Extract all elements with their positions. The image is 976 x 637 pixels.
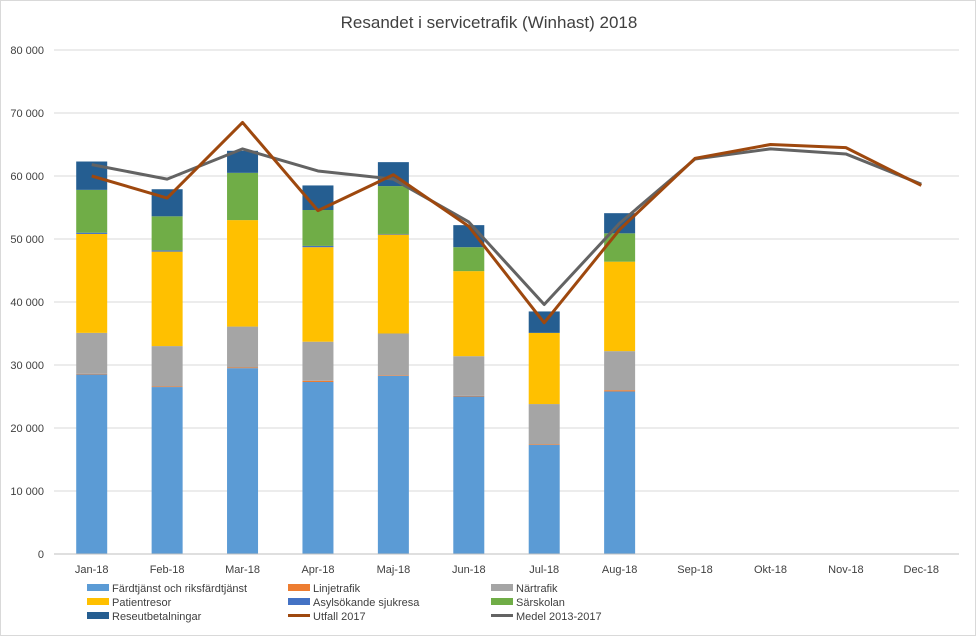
x-tick-label: Apr-18 [301,564,334,576]
bar-segment-n-rtrafik [151,346,183,387]
y-tick-label: 20 000 [10,423,44,435]
legend-swatch-s-rskolan [491,598,513,605]
legend-label-asyls-kande-sjukresa: Asylsökande sjukresa [313,597,420,609]
lines [91,120,922,325]
bar-segment-patientresor [227,220,259,327]
bar-segment-linjetrafik [604,390,636,392]
bar-segment-patientresor [453,271,485,357]
bar-segment-patientresor [151,251,183,347]
bar-segment-linjetrafik [528,444,560,446]
y-tick-label: 80 000 [10,45,44,57]
bar-segment-s-rskolan [604,233,636,262]
legend: Färdtjänst och riksfärdtjänst Linjetrafik… [87,583,602,623]
bar-segment-linjetrafik [302,380,334,383]
bar-segment-patientresor [604,261,636,352]
bar-segment-reseutbetalningar [227,150,259,173]
x-tick-label: Dec-18 [904,564,939,576]
bar-segment-f-rdtj-nst-och-riksf-rdtj-nst [377,375,409,554]
grid [54,49,959,555]
x-axis: Jan-18 Feb-18 Mar-18 Apr-18 Maj-18 Jun-18 Jul-… [54,553,959,576]
y-tick-label: 50 000 [10,234,44,246]
y-axis: 0 10 000 20 000 30 000 40 000 50 000 60 000 70 … [10,45,44,561]
bar-segment-s-rskolan [76,189,108,233]
bar-segment-f-rdtj-nst-och-riksf-rdtj-nst [76,374,108,554]
legend-label-linjetrafik: Linjetrafik [313,583,361,595]
bar-segment-n-rtrafik [377,333,409,376]
x-tick-label: Jan-18 [75,564,109,576]
bar-segment-asyls-kande-sjukresa [151,250,183,252]
x-tick-label: Nov-18 [828,564,863,576]
chart-title: Resandet i servicetrafik (Winhast) 2018 [341,13,638,32]
bar-segment-patientresor [302,247,334,342]
x-tick-label: Sep-18 [677,564,712,576]
legend-swatch-f-rdtj-nst-och-riksf-rdtj-nst [87,584,109,591]
x-tick-label: Jun-18 [452,564,486,576]
bar-segment-f-rdtj-nst-och-riksf-rdtj-nst [453,396,485,554]
x-tick-label: Jul-18 [529,564,559,576]
legend-swatch-n-rtrafik [491,584,513,591]
bar-segment-s-rskolan [302,210,334,246]
legend-swatch-patientresor [87,598,109,605]
y-tick-label: 60 000 [10,171,44,183]
bar-segment-reseutbetalningar [151,189,183,217]
bar-segment-linjetrafik [151,386,183,388]
line-medel-2013-2017 [91,147,922,307]
bar-segment-n-rtrafik [528,404,560,445]
bar-segment-f-rdtj-nst-och-riksf-rdtj-nst [227,368,259,554]
bar-segment-f-rdtj-nst-och-riksf-rdtj-nst [151,387,183,554]
legend-swatch-linjetrafik [288,584,310,591]
bar-segment-linjetrafik [453,395,485,397]
legend-label-n-rtrafik: Närtrafik [516,583,558,595]
legend-label-utfall-2017: Utfall 2017 [313,611,366,623]
bar-segment-f-rdtj-nst-och-riksf-rdtj-nst [604,391,636,554]
bar-segment-s-rskolan [151,216,183,251]
legend-label-s-rskolan: Särskolan [516,597,565,609]
x-tick-label: Maj-18 [377,564,411,576]
bar-segment-n-rtrafik [227,326,259,368]
bar-segment-n-rtrafik [302,341,334,381]
bar-segment-asyls-kande-sjukresa [377,233,409,235]
bar-segment-linjetrafik [377,375,409,376]
bar-segment-n-rtrafik [604,351,636,391]
bar-segment-f-rdtj-nst-och-riksf-rdtj-nst [528,445,560,554]
bar-segment-f-rdtj-nst-och-riksf-rdtj-nst [302,382,334,554]
y-tick-label: 40 000 [10,297,44,309]
line-utfall-2017 [91,120,922,325]
y-tick-label: 30 000 [10,360,44,372]
bars [76,150,636,554]
bar-segment-patientresor [377,234,409,334]
bar-segment-patientresor [528,332,560,405]
y-tick-label: 10 000 [10,486,44,498]
x-tick-label: Feb-18 [150,564,185,576]
bar-segment-linjetrafik [76,373,108,375]
legend-swatch-reseutbetalningar [87,612,109,619]
bar-segment-asyls-kande-sjukresa [76,232,108,234]
bar-segment-s-rskolan [453,247,485,272]
x-tick-label: Okt-18 [754,564,787,576]
legend-swatch-asyls-kande-sjukresa [288,598,310,605]
legend-label-f-rdtj-nst-och-riksf-rdtj-nst: Färdtjänst och riksfärdtjänst [112,583,247,595]
bar-segment-n-rtrafik [76,332,108,374]
legend-label-patientresor: Patientresor [112,597,172,609]
bar-segment-linjetrafik [227,367,259,369]
bar-segment-n-rtrafik [453,356,485,396]
x-tick-label: Aug-18 [602,564,637,576]
bar-segment-patientresor [76,233,108,333]
bar-segment-s-rskolan [377,186,409,234]
legend-label-reseutbetalningar: Reseutbetalningar [112,611,202,623]
x-tick-label: Mar-18 [225,564,260,576]
bar-segment-s-rskolan [227,172,259,221]
y-tick-label: 0 [38,549,44,561]
legend-label-medel-2013-2017: Medel 2013-2017 [516,611,602,623]
bar-segment-asyls-kande-sjukresa [302,245,334,248]
y-tick-label: 70 000 [10,108,44,120]
